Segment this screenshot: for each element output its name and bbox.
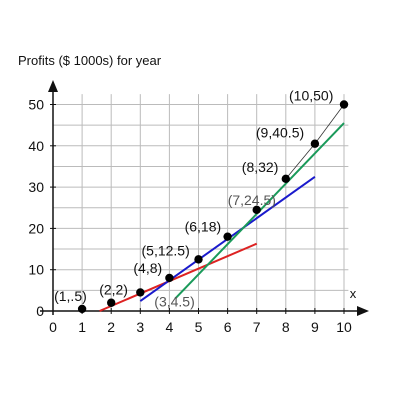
point-label: (5,12.5): [142, 242, 190, 258]
data-point: [165, 273, 174, 283]
point-label: (3,4.5): [154, 293, 194, 309]
x-tick-label: 9: [311, 319, 319, 335]
x-tick-label: 5: [195, 319, 203, 335]
y-tick-label: 10: [28, 262, 44, 278]
x-axis-arrow: [357, 306, 369, 316]
data-point: [107, 298, 116, 307]
x-tick-label: 2: [107, 319, 115, 335]
x-tick-label: 7: [253, 319, 261, 335]
y-tick-label: 0: [36, 303, 44, 319]
axes: [40, 80, 369, 316]
point-label: (8,32): [242, 159, 279, 175]
y-tick-label: 30: [28, 179, 44, 195]
y-tick-label: 50: [28, 97, 44, 113]
data-point: [136, 288, 145, 297]
point-label: (9,40.5): [256, 125, 304, 141]
y-tick-label: 40: [28, 138, 44, 154]
point-label: (10,50): [289, 88, 333, 104]
y-tick-label: 20: [28, 220, 44, 236]
y-axis-title: Profits ($ 1000s) for year: [18, 53, 162, 68]
data-point: [281, 174, 290, 184]
trend-line-1: [99, 242, 258, 312]
x-tick-label: 4: [166, 319, 174, 335]
x-tick-label: 6: [224, 319, 232, 335]
x-axis-label: x: [350, 286, 357, 301]
data-point: [252, 205, 261, 215]
point-label: (4,8): [133, 260, 162, 276]
tick-labels: 0 1 2 3 4 5 6 7 8 9 10 0 10 20 30 40 50 x: [28, 97, 356, 336]
data-point: [310, 139, 320, 148]
y-axis-arrow: [48, 80, 58, 92]
data-points: [77, 100, 349, 314]
x-tick-label: 0: [49, 319, 57, 335]
data-point: [223, 232, 232, 241]
x-tick-label: 1: [78, 319, 86, 335]
point-label: (2,2): [99, 282, 128, 298]
data-point: [339, 100, 349, 109]
point-labels: (1,.5) (2,2) (3,4.5) (4,8) (5,12.5) (6,18) (7,…: [54, 88, 333, 310]
data-point: [77, 304, 87, 314]
point-label: (6,18): [185, 219, 222, 235]
point-label: (1,.5): [54, 288, 87, 304]
x-tick-label: 10: [336, 319, 352, 335]
data-point: [194, 255, 203, 264]
point-label: (7,24.5): [228, 192, 276, 208]
x-tick-label: 8: [282, 319, 290, 335]
x-tick-label: 3: [136, 319, 144, 335]
